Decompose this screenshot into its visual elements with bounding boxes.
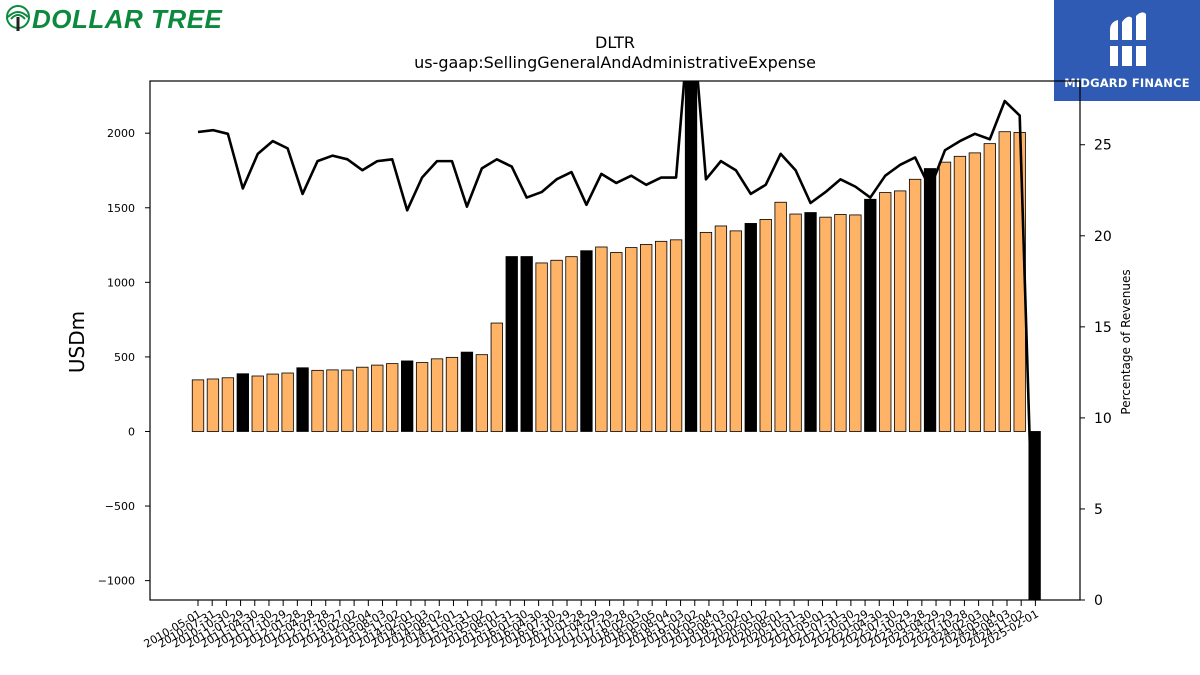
y-axis-right: 0 5 10 15 20 25 xyxy=(1080,138,1112,609)
quarter-bar xyxy=(908,178,922,432)
midgard-finance-logo: MIDGARD FINANCE xyxy=(1054,0,1200,101)
quarter-bar xyxy=(640,244,653,432)
annual-bar xyxy=(520,256,533,432)
quarter-bar xyxy=(266,373,279,432)
quarter-bar xyxy=(983,143,996,432)
midgard-mark-icon xyxy=(1106,12,1150,67)
annual-bar xyxy=(460,351,474,432)
bar-series xyxy=(191,81,1041,600)
plot-frame xyxy=(149,80,1081,601)
x-axis: 2010-05-012010-07-312010-10-302011-01-29… xyxy=(142,600,1041,651)
dollar-tree-wordmark: DOLLAR TREE xyxy=(32,3,223,34)
annual-bar xyxy=(744,223,757,432)
quarter-bar xyxy=(774,201,787,432)
quarter-bar xyxy=(281,372,294,432)
quarter-bar xyxy=(625,247,638,432)
quarter-bar xyxy=(894,190,907,432)
annual-bar xyxy=(580,250,593,432)
quarter-bar xyxy=(490,322,503,432)
quarter-bar xyxy=(714,225,728,432)
annual-bar xyxy=(401,360,414,432)
quarter-bar xyxy=(326,369,339,432)
y2-axis-label: Percentage of Revenues xyxy=(1119,269,1133,414)
y-tick-label: 500 xyxy=(114,351,135,364)
quarter-bar xyxy=(191,379,205,432)
quarter-bar xyxy=(341,369,354,432)
quarter-bar xyxy=(251,375,264,432)
quarter-bar xyxy=(311,369,324,432)
quarter-bar xyxy=(998,131,1011,432)
quarter-bar xyxy=(654,240,668,432)
dollar-tree-logo: DOLLAR TREE xyxy=(4,4,222,34)
quarter-bar xyxy=(669,239,683,432)
quarter-bar xyxy=(386,363,399,432)
quarter-bar xyxy=(371,364,384,432)
y-tick-label: −500 xyxy=(105,500,135,513)
quarter-bar xyxy=(356,366,369,432)
y2-tick-label: 0 xyxy=(1094,593,1103,609)
midgard-finance-wordmark: MIDGARD FINANCE xyxy=(1064,76,1190,90)
quarter-bar xyxy=(953,155,967,432)
quarter-bar xyxy=(535,262,548,432)
quarter-bar xyxy=(849,214,862,432)
y-tick-label: 1000 xyxy=(107,276,135,289)
y-tick-label: −1000 xyxy=(98,575,135,588)
y-axis-left: −1000 −500 0 500 1000 1500 2000 xyxy=(98,127,150,588)
percentage-line xyxy=(197,81,1036,600)
annual-bar xyxy=(296,367,309,432)
quarter-bar xyxy=(430,358,444,432)
quarter-bar xyxy=(759,218,772,432)
y-tick-label: 2000 xyxy=(107,127,135,140)
quarter-bar xyxy=(445,356,459,432)
quarter-bar xyxy=(550,259,563,432)
quarter-bar xyxy=(819,216,832,432)
annual-bar xyxy=(236,373,249,432)
quarter-bar xyxy=(699,231,713,432)
y-axis-label: USDm xyxy=(65,311,89,373)
quarter-bar xyxy=(938,161,952,432)
quarter-bar xyxy=(834,214,847,432)
tree-icon xyxy=(6,5,30,31)
y2-tick-label: 15 xyxy=(1094,320,1112,336)
quarter-bar xyxy=(415,362,429,432)
chart-title: DLTR xyxy=(595,33,635,52)
y-tick-label: 1500 xyxy=(107,202,135,215)
annual-bar xyxy=(684,81,698,432)
quarter-bar xyxy=(475,354,489,432)
percentage-line-series xyxy=(197,81,1036,600)
quarter-bar xyxy=(206,378,220,432)
quarter-bar xyxy=(610,252,623,432)
annual-bar xyxy=(923,168,937,432)
y2-tick-label: 20 xyxy=(1094,229,1112,245)
y2-tick-label: 25 xyxy=(1094,138,1112,154)
quarter-bar xyxy=(789,213,802,432)
quarter-bar xyxy=(595,246,608,432)
chart-subtitle: us-gaap:SellingGeneralAndAdministrativeE… xyxy=(414,53,816,72)
quarter-bar xyxy=(221,377,235,432)
annual-bar xyxy=(804,212,817,432)
annual-bar xyxy=(1028,431,1041,600)
annual-bar xyxy=(505,256,518,432)
annual-bar xyxy=(864,198,877,432)
y2-tick-label: 5 xyxy=(1094,502,1103,518)
quarter-bar xyxy=(968,152,982,432)
quarter-bar xyxy=(879,192,892,432)
quarter-bar xyxy=(565,256,578,432)
y2-tick-label: 10 xyxy=(1094,411,1112,427)
y-tick-label: 0 xyxy=(128,425,135,438)
quarter-bar xyxy=(729,230,742,432)
